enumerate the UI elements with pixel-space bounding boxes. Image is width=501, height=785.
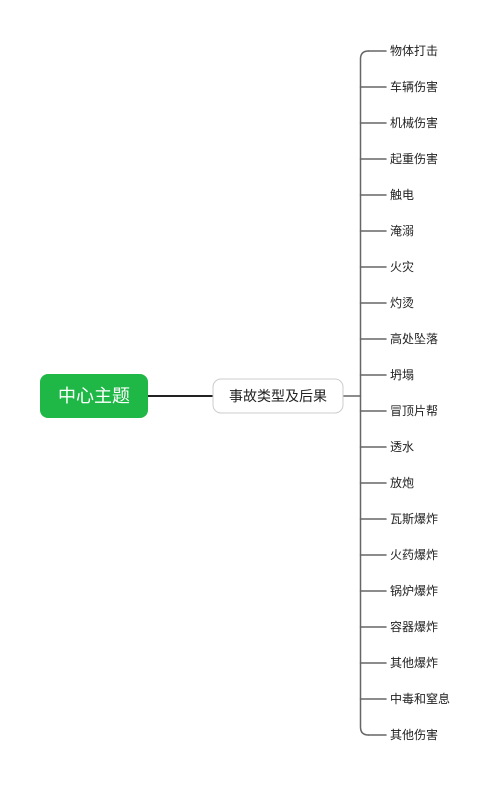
leaf-label: 物体打击 bbox=[390, 44, 438, 58]
leaf-label: 透水 bbox=[390, 440, 414, 454]
leaf-node[interactable]: 其他爆炸 bbox=[390, 656, 438, 670]
leaf-node[interactable]: 其他伤害 bbox=[390, 727, 438, 742]
root-node[interactable]: 中心主题 bbox=[40, 374, 148, 418]
leaf-node[interactable]: 容器爆炸 bbox=[390, 619, 438, 634]
leaf-node[interactable]: 车辆伤害 bbox=[390, 79, 438, 94]
leaf-node[interactable]: 瓦斯爆炸 bbox=[390, 512, 438, 526]
leaf-node[interactable]: 火灾 bbox=[390, 259, 414, 274]
leaf-node[interactable]: 火药爆炸 bbox=[390, 548, 438, 562]
root-label: 中心主题 bbox=[58, 386, 130, 406]
leaf-node[interactable]: 机械伤害 bbox=[390, 115, 438, 130]
leaf-node[interactable]: 放炮 bbox=[390, 475, 414, 490]
mindmap-canvas: 中心主题 事故类型及后果 物体打击车辆伤害机械伤害起重伤害触电淹溺火灾灼烫高处坠落坍… bbox=[0, 0, 501, 785]
leaf-node[interactable]: 触电 bbox=[390, 188, 414, 202]
bracket-spine bbox=[361, 51, 369, 735]
leaf-label: 高处坠落 bbox=[390, 331, 438, 346]
leaf-node[interactable]: 透水 bbox=[390, 440, 414, 454]
leaf-label: 其他伤害 bbox=[390, 727, 438, 742]
leaf-label: 机械伤害 bbox=[390, 115, 438, 130]
leaf-label: 触电 bbox=[390, 188, 414, 202]
leaf-node[interactable]: 锅炉爆炸 bbox=[390, 583, 438, 598]
leaf-node[interactable]: 冒顶片帮 bbox=[390, 404, 438, 418]
leaf-label: 车辆伤害 bbox=[390, 79, 438, 94]
leaf-label: 淹溺 bbox=[390, 224, 414, 238]
leaf-label: 火药爆炸 bbox=[390, 548, 438, 562]
leaf-label: 其他爆炸 bbox=[390, 656, 438, 670]
leaf-label: 中毒和窒息 bbox=[390, 691, 450, 706]
leaf-node[interactable]: 高处坠落 bbox=[390, 331, 438, 346]
leaf-label: 火灾 bbox=[390, 259, 414, 274]
leaf-label: 放炮 bbox=[390, 475, 414, 490]
leaf-label: 冒顶片帮 bbox=[390, 404, 438, 418]
leaf-label: 灼烫 bbox=[390, 295, 414, 310]
leaf-label: 瓦斯爆炸 bbox=[390, 512, 438, 526]
leaf-label: 容器爆炸 bbox=[390, 619, 438, 634]
leaf-label: 起重伤害 bbox=[390, 151, 438, 166]
leaf-node[interactable]: 淹溺 bbox=[390, 224, 414, 238]
leaf-label: 坍塌 bbox=[390, 368, 414, 382]
leaf-node[interactable]: 物体打击 bbox=[390, 44, 438, 58]
sub-node[interactable]: 事故类型及后果 bbox=[213, 379, 343, 413]
leaf-node[interactable]: 坍塌 bbox=[390, 368, 414, 382]
leaf-label: 锅炉爆炸 bbox=[390, 583, 438, 598]
leaf-node[interactable]: 灼烫 bbox=[390, 295, 414, 310]
leaf-node[interactable]: 中毒和窒息 bbox=[390, 691, 450, 706]
sub-label: 事故类型及后果 bbox=[229, 388, 327, 404]
leaf-node[interactable]: 起重伤害 bbox=[390, 151, 438, 166]
